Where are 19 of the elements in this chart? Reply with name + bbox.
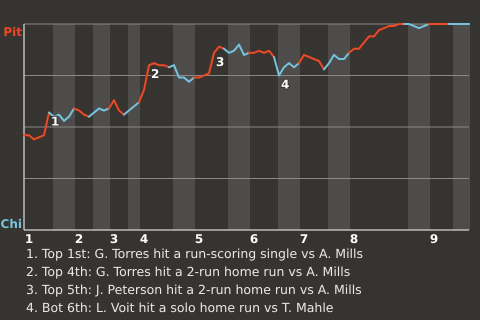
series-label: 2 — [151, 67, 160, 82]
text: 3. Top 5th: J. Peterson hit a 2-run home run vs A. Mills — [26, 282, 362, 297]
text: 4. Bot 6th: L. Voit hit a solo home run vs T. Mahle — [26, 300, 334, 315]
x-tick-label: 7 — [300, 232, 308, 246]
x-tick-label: 6 — [250, 232, 258, 246]
x-tick-label: 5 — [194, 232, 204, 246]
text: 1. Top 1st: G. Torres hit a run-scoring single vs A. Mills — [26, 246, 363, 261]
x-tick-label: 4 — [140, 232, 148, 246]
x-tick-label: 3 — [110, 232, 118, 246]
text: Pit — [3, 25, 22, 40]
series-label: 4 — [281, 78, 290, 92]
series-label: 3 — [216, 54, 224, 69]
series-label: 1 — [51, 114, 60, 129]
text: Chi — [0, 217, 22, 232]
x-tick-label: 1 — [24, 232, 34, 246]
x-tick-label: 8 — [350, 232, 358, 246]
x-tick-label: 9 — [430, 232, 438, 246]
x-tick-label: 2 — [74, 232, 84, 246]
text: 2. Top 4th: G. Torres hit a 2-run home run vs A. Mills — [26, 264, 350, 279]
